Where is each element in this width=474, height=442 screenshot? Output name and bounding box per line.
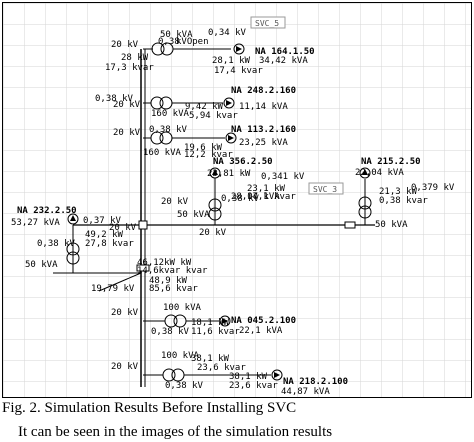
substation-id: NA 218.2.100 [283,377,348,387]
load-s: 22,1 kVA [239,326,283,336]
load-q: 12,2 kvar [184,150,233,160]
right-breaker[interactable] [344,221,356,229]
load-v: 0,34 kV [208,28,247,38]
load-p: 49,2 kW [85,230,124,240]
transformer-icon [151,42,165,56]
lv-label: 0,38 kV [149,125,188,135]
feed-kv: 20 kV [113,100,141,110]
bus-kv: 20 kV [199,228,227,238]
feed-kv: 20 kV [111,40,139,50]
load-v: 0,341 kV [261,172,305,182]
svc-5-label: SVC_5 [255,19,279,28]
feed-kv: 20 kV [113,128,141,138]
substation-id: NA 113.2.160 [231,125,296,135]
substation-id: NA 232.2.50 [17,206,77,216]
feed-kv: 20 kV [161,197,189,207]
figure-caption: Fig. 2. Simulation Results Before Instal… [2,400,297,416]
background-grid [3,3,471,397]
load-s: 22,04 kVA [355,168,404,178]
feed-kv: 20 kV [111,308,139,318]
substation-na-164[interactable]: 20 kV 50 kVA 0,38 kVOpen 28 kW 17,3 kvar… [105,28,315,76]
substation-na-215[interactable]: NA 215.2.50 22,04 kVA 0,379 kV 21,3 kW 0… [355,157,455,230]
feed-kv: 20 kV [111,362,139,372]
load-icon [233,43,245,55]
load-s: 44,87 kVA [281,387,330,397]
kva-label: 100 kVA [163,303,202,313]
lv-label: 0,38 kV [151,327,190,337]
load-p: 28,1 kW [212,56,251,66]
load-p: 9,42 kW [185,102,224,112]
svc-3-label: SVC_3 [313,185,337,194]
load-p: 19,6 kW [184,143,223,153]
substation-id: NA 164.1.50 [255,47,315,57]
flow-q: 17,3 kvar [105,63,154,73]
load-q: 27,8 kvar [85,239,134,249]
feed-p: 38,1 kW [191,354,230,364]
kva-label: 50 kVA [25,260,58,270]
load-v: 0,37 kV [83,216,122,226]
substation-na-045[interactable]: 20 kV 100 kVA 0,38 kV NA 045.2.100 18,1 … [111,303,296,337]
lv-label: 0,38 kV [221,194,260,204]
load-s: 11,14 kVA [239,102,288,112]
mid-q: 14,1 kvar [247,192,296,202]
junction-p: 48,9 kW [149,276,188,286]
kva-label: 50 kVA [160,30,193,40]
feed-kv: 20 kV [109,223,137,233]
load-p: 18,1 kW [191,318,230,328]
lv-label: 0,38 kV [37,239,76,249]
load-q: 5,94 kvar [189,111,238,121]
substation-id: NA 248.2.160 [231,86,296,96]
load-q: 11,6 kvar [191,327,240,337]
kva-label: 50 kVA [177,210,210,220]
mid-p: 21,3 kW [379,187,418,197]
load-s: 23,25 kVA [239,138,288,148]
lv-label: 0,38 kV [95,94,134,104]
junction-q: 85,6 kvar [149,284,198,294]
substation-na-232[interactable]: NA 232.2.50 53,27 kVA 0,37 kV 0,38 kV 49… [11,206,141,274]
junction-upper2: 14,6kvar kvar [137,266,208,276]
load-q: 17,4 kvar [214,66,263,76]
load-s: 53,27 kVA [11,218,60,228]
single-line-diagram: SVC_5 SVC_3 20 kV 50 kVA 0,38 kVOpen 28 … [2,2,472,398]
open-label: kVOpen [176,37,209,47]
diagram-canvas: SVC_5 SVC_3 20 kV 50 kVA 0,38 kVOpen 28 … [3,3,471,397]
lv-label: 0,38 kV [165,381,204,391]
svc-5-box[interactable] [250,16,286,29]
load-s: 28,07 kVA [231,192,280,202]
junction-node[interactable]: 46,12kW kW 14,6kvar kvar 48,9 kW 85,6 kv… [91,258,208,294]
svc-3-box[interactable] [308,182,344,195]
load-v: 0,379 kV [411,183,455,193]
kva-label: 50 kVA [375,220,408,230]
kva-label: 100 kVA [161,351,200,361]
junction-v: 19,79 kV [91,284,135,294]
body-text: It can be seen in the images of the simu… [18,424,333,440]
substation-na-248[interactable]: 20 kV 0,38 kV 160 kVA NA 248.2.160 9,42 … [95,86,296,121]
substation-id: NA 045.2.100 [231,316,296,326]
flow-p: 28 kW [121,53,149,63]
load-p: 23,81 kW [207,169,251,179]
load-p: 38,1 kW [229,372,268,382]
load-q: 23,6 kvar [229,381,278,391]
substation-id: NA 356.2.50 [213,157,273,167]
substation-na-218[interactable]: 20 kV 100 kVA 0,38 kV NA 218.2.100 38,1 … [111,351,348,397]
substation-na-356[interactable]: NA 356.2.50 23,81 kW 0,341 kV 23,1 kW 14… [161,157,305,238]
load-s: 34,42 kVA [259,56,308,66]
kva-label: 160 kVA [151,109,190,119]
bus-breaker[interactable] [138,220,148,230]
junction-upper: 46,12kW kW [137,258,192,268]
substation-id: NA 215.2.50 [361,157,421,167]
mid-p: 23,1 kW [247,184,286,194]
kva-label: 160 kVA [143,148,182,158]
mid-q: 0,38 kvar [379,196,428,206]
substation-na-113[interactable]: 20 kV 0,38 kV 160 kVA NA 113.2.160 19,6 … [113,125,296,160]
lv-label: 0,38 [158,37,180,47]
feed-q: 23,6 kvar [197,363,246,373]
